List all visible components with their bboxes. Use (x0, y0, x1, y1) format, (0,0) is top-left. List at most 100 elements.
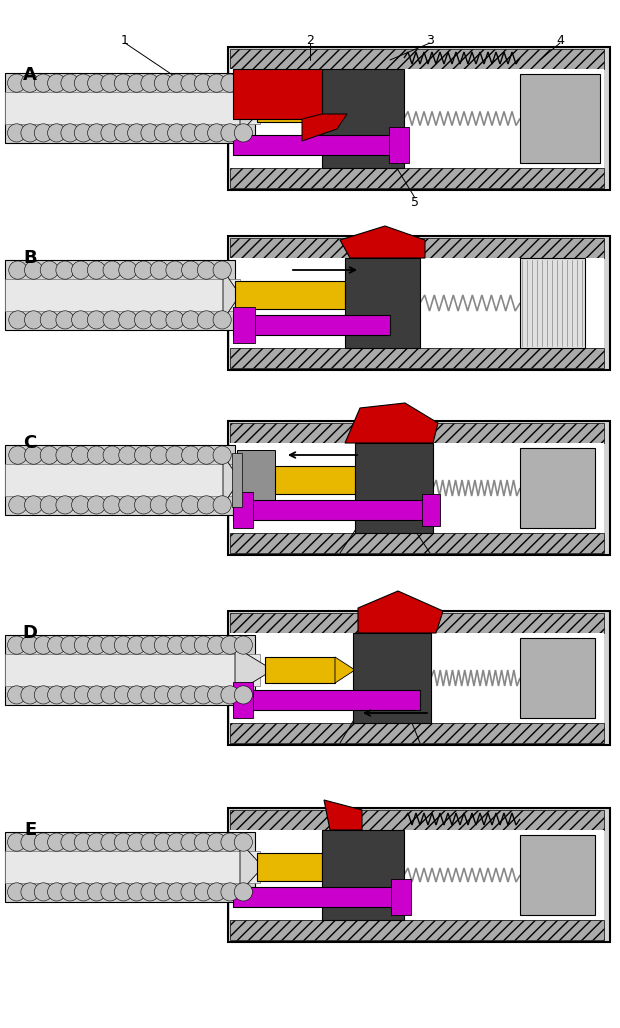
Bar (230, 920, 604, 940)
Text: 2: 2 (306, 34, 314, 46)
Bar (520, 638, 595, 718)
Circle shape (181, 74, 199, 93)
Circle shape (221, 123, 239, 142)
Bar (230, 633, 604, 723)
Text: 5: 5 (411, 196, 419, 210)
Circle shape (87, 495, 105, 514)
Circle shape (182, 446, 200, 465)
Circle shape (101, 686, 119, 704)
Bar (230, 723, 604, 743)
Circle shape (72, 495, 90, 514)
Circle shape (72, 310, 90, 329)
Bar (233, 135, 399, 155)
Circle shape (167, 636, 186, 654)
Circle shape (128, 636, 146, 654)
Bar (233, 315, 390, 335)
Polygon shape (340, 226, 425, 258)
Circle shape (141, 74, 159, 93)
Bar (230, 423, 604, 443)
Bar (391, 879, 411, 915)
Bar (230, 830, 604, 920)
Circle shape (114, 883, 133, 901)
Circle shape (221, 686, 239, 704)
Bar (228, 421, 610, 555)
Circle shape (74, 636, 92, 654)
Circle shape (34, 833, 53, 851)
Circle shape (114, 74, 133, 93)
Circle shape (213, 495, 231, 514)
Circle shape (128, 74, 146, 93)
Circle shape (48, 686, 66, 704)
Circle shape (87, 123, 106, 142)
Circle shape (72, 261, 90, 280)
Circle shape (101, 74, 119, 93)
Circle shape (101, 883, 119, 901)
Bar (237, 450, 275, 510)
Circle shape (234, 686, 252, 704)
Circle shape (194, 883, 213, 901)
Circle shape (24, 495, 43, 514)
Bar (389, 127, 409, 163)
Circle shape (213, 310, 231, 329)
Circle shape (48, 636, 66, 654)
Circle shape (128, 883, 146, 901)
Circle shape (182, 261, 200, 280)
Polygon shape (335, 657, 355, 683)
Circle shape (194, 74, 213, 93)
Circle shape (119, 495, 137, 514)
Circle shape (48, 74, 66, 93)
Bar (520, 74, 600, 163)
Circle shape (128, 833, 146, 851)
Circle shape (166, 446, 184, 465)
Bar (520, 448, 595, 528)
Circle shape (135, 495, 153, 514)
Circle shape (21, 123, 39, 142)
Bar (5, 635, 255, 705)
Circle shape (40, 446, 58, 465)
Polygon shape (324, 800, 362, 830)
Circle shape (150, 446, 169, 465)
Circle shape (234, 833, 252, 851)
Text: B: B (23, 249, 37, 267)
Circle shape (197, 261, 216, 280)
Circle shape (21, 883, 39, 901)
Circle shape (208, 833, 226, 851)
Polygon shape (302, 114, 347, 141)
Circle shape (150, 495, 169, 514)
Circle shape (208, 74, 226, 93)
Circle shape (87, 636, 106, 654)
Circle shape (167, 686, 186, 704)
Circle shape (87, 310, 105, 329)
Circle shape (234, 883, 252, 901)
Circle shape (221, 636, 239, 654)
Circle shape (103, 261, 122, 280)
Circle shape (181, 686, 199, 704)
Bar (520, 835, 595, 915)
Text: E: E (24, 821, 36, 839)
Circle shape (56, 446, 74, 465)
Bar (5, 280, 240, 310)
Circle shape (154, 883, 172, 901)
Circle shape (61, 123, 79, 142)
Circle shape (194, 833, 213, 851)
Circle shape (7, 833, 26, 851)
Circle shape (40, 495, 58, 514)
Polygon shape (240, 83, 263, 133)
Circle shape (87, 686, 106, 704)
Bar (230, 533, 604, 553)
Circle shape (167, 833, 186, 851)
Circle shape (21, 74, 39, 93)
Circle shape (213, 261, 231, 280)
Circle shape (101, 833, 119, 851)
Polygon shape (358, 591, 443, 633)
Circle shape (74, 883, 92, 901)
Circle shape (234, 123, 252, 142)
Bar (228, 808, 610, 942)
Circle shape (128, 123, 146, 142)
Bar (257, 853, 322, 881)
Bar (228, 236, 610, 370)
Circle shape (181, 883, 199, 901)
Circle shape (208, 636, 226, 654)
Bar (422, 494, 440, 526)
Circle shape (135, 446, 153, 465)
